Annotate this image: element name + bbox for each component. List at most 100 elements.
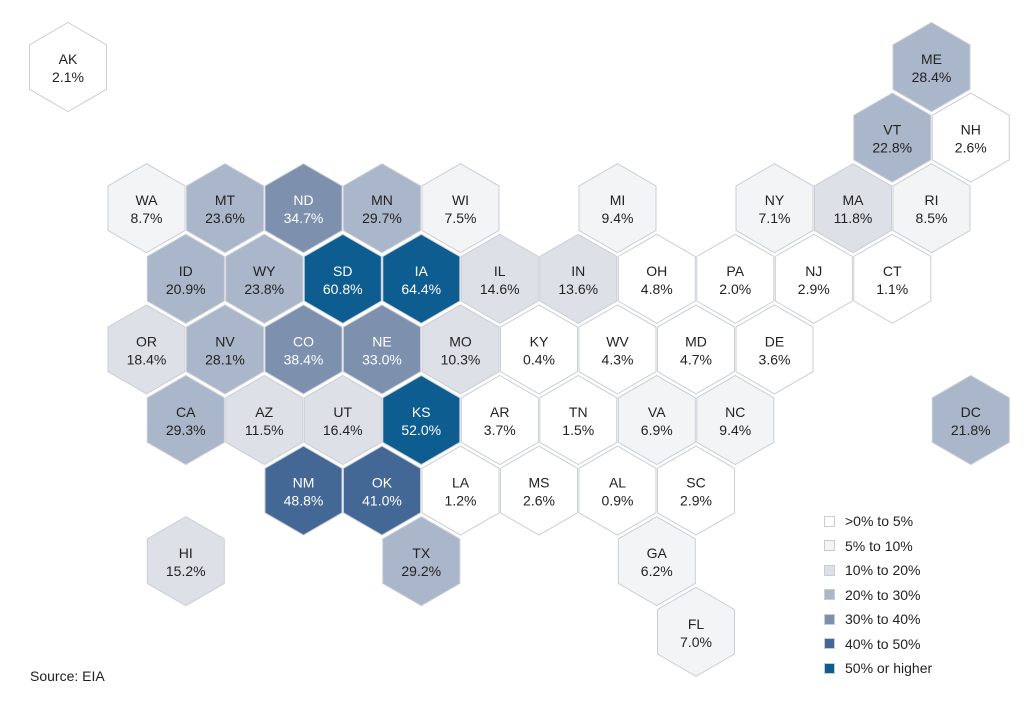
hex-shape	[696, 374, 775, 466]
hex-shape	[617, 233, 696, 324]
hex-shape	[146, 516, 225, 607]
state-hex-wv: WV 4.3%	[578, 304, 657, 395]
state-hex-ct: CT 1.1%	[853, 233, 932, 324]
state-abbr-label: WY	[253, 263, 276, 279]
hex-shape	[225, 374, 304, 466]
state-value-label: 6.2%	[641, 563, 673, 579]
state-abbr-label: IL	[494, 263, 506, 279]
state-value-label: 7.0%	[680, 634, 712, 650]
state-abbr-label: MO	[449, 333, 472, 349]
state-abbr-label: TN	[569, 404, 588, 420]
state-value-label: 9.4%	[602, 210, 634, 226]
state-abbr-label: MA	[843, 192, 865, 208]
state-abbr-label: TX	[412, 545, 431, 561]
state-abbr-label: NE	[372, 333, 391, 349]
state-hex-az: AZ 11.5%	[225, 374, 304, 466]
hex-shape	[303, 374, 382, 466]
hex-shape	[107, 163, 186, 254]
hex-shape	[146, 374, 225, 466]
state-hex-nm: NM 48.8%	[264, 445, 343, 536]
state-abbr-label: DC	[961, 404, 981, 420]
legend-label: 20% to 30%	[845, 586, 921, 603]
state-value-label: 2.6%	[955, 140, 987, 156]
state-hex-ut: UT 16.4%	[303, 374, 382, 466]
state-value-label: 16.4%	[323, 422, 363, 438]
hex-shape	[421, 445, 500, 536]
hex-shape	[853, 92, 932, 183]
state-value-label: 33.0%	[362, 351, 402, 367]
hex-shape	[382, 374, 461, 466]
state-abbr-label: AK	[59, 51, 78, 67]
state-abbr-label: NV	[215, 333, 235, 349]
state-abbr-label: OK	[372, 475, 393, 491]
state-abbr-label: HI	[179, 545, 193, 561]
state-abbr-label: CT	[883, 263, 902, 279]
state-abbr-label: PA	[726, 263, 744, 279]
state-hex-tn: TN 1.5%	[539, 374, 618, 466]
state-abbr-label: ME	[921, 51, 942, 67]
hex-shape	[382, 233, 461, 324]
state-abbr-label: LA	[452, 475, 470, 491]
hex-shape	[657, 445, 735, 536]
state-value-label: 1.2%	[445, 493, 477, 509]
state-value-label: 23.8%	[244, 281, 284, 297]
hex-shape	[343, 163, 421, 254]
state-value-label: 1.1%	[876, 281, 908, 297]
state-value-label: 10.3%	[441, 351, 481, 367]
state-hex-al: AL 0.9%	[578, 445, 657, 536]
state-abbr-label: MS	[529, 475, 550, 491]
legend-label: 30% to 40%	[845, 611, 921, 628]
state-value-label: 21.8%	[951, 422, 991, 438]
hex-shape	[578, 163, 657, 254]
hex-shape	[696, 233, 775, 324]
state-value-label: 0.4%	[523, 351, 555, 367]
hex-shape	[225, 233, 304, 324]
hex-shape	[814, 163, 892, 254]
state-value-label: 15.2%	[166, 563, 206, 579]
state-value-label: 7.1%	[759, 210, 791, 226]
state-abbr-label: MI	[610, 192, 626, 208]
state-abbr-label: CO	[293, 333, 314, 349]
legend-item: 50% or higher	[824, 656, 1014, 681]
state-abbr-label: IN	[571, 263, 585, 279]
state-hex-ma: MA 11.8%	[814, 163, 892, 254]
state-value-label: 3.7%	[484, 422, 516, 438]
state-abbr-label: NY	[765, 192, 785, 208]
legend-item: 40% to 50%	[824, 632, 1014, 657]
legend-label: 10% to 20%	[845, 562, 921, 579]
legend-label: 50% or higher	[845, 660, 933, 677]
state-abbr-label: UT	[333, 404, 352, 420]
state-hex-or: OR 18.4%	[107, 304, 186, 395]
state-abbr-label: NH	[961, 122, 981, 138]
state-hex-vt: VT 22.8%	[853, 92, 932, 183]
hex-shape	[264, 445, 343, 536]
state-value-label: 4.3%	[602, 351, 634, 367]
state-abbr-label: KS	[412, 404, 431, 420]
state-hex-sc: SC 2.9%	[657, 445, 735, 536]
state-hex-ca: CA 29.3%	[146, 374, 225, 466]
state-abbr-label: NC	[725, 404, 745, 420]
state-hex-il: IL 14.6%	[460, 233, 539, 324]
state-abbr-label: AL	[609, 475, 626, 491]
state-value-label: 64.4%	[401, 281, 441, 297]
hex-shape	[460, 374, 539, 466]
state-abbr-label: SD	[333, 263, 352, 279]
hex-shape	[853, 233, 932, 324]
hex-shape	[735, 163, 814, 254]
hex-shape	[382, 516, 461, 607]
state-hex-ny: NY 7.1%	[735, 163, 814, 254]
state-value-label: 11.5%	[245, 422, 284, 438]
legend-item: 10% to 20%	[824, 558, 1014, 583]
state-hex-wy: WY 23.8%	[225, 233, 304, 324]
hex-shape	[539, 233, 618, 324]
hex-shape	[146, 233, 225, 324]
state-hex-mo: MO 10.3%	[421, 304, 500, 395]
legend-swatch	[824, 613, 835, 625]
hex-shape	[421, 163, 500, 254]
state-hex-ga: GA 6.2%	[617, 516, 696, 607]
state-value-label: 2.6%	[523, 493, 555, 509]
state-value-label: 2.9%	[798, 281, 830, 297]
state-value-label: 52.0%	[401, 422, 441, 438]
state-value-label: 18.4%	[127, 351, 167, 367]
state-hex-ak: AK 2.1%	[29, 21, 107, 113]
